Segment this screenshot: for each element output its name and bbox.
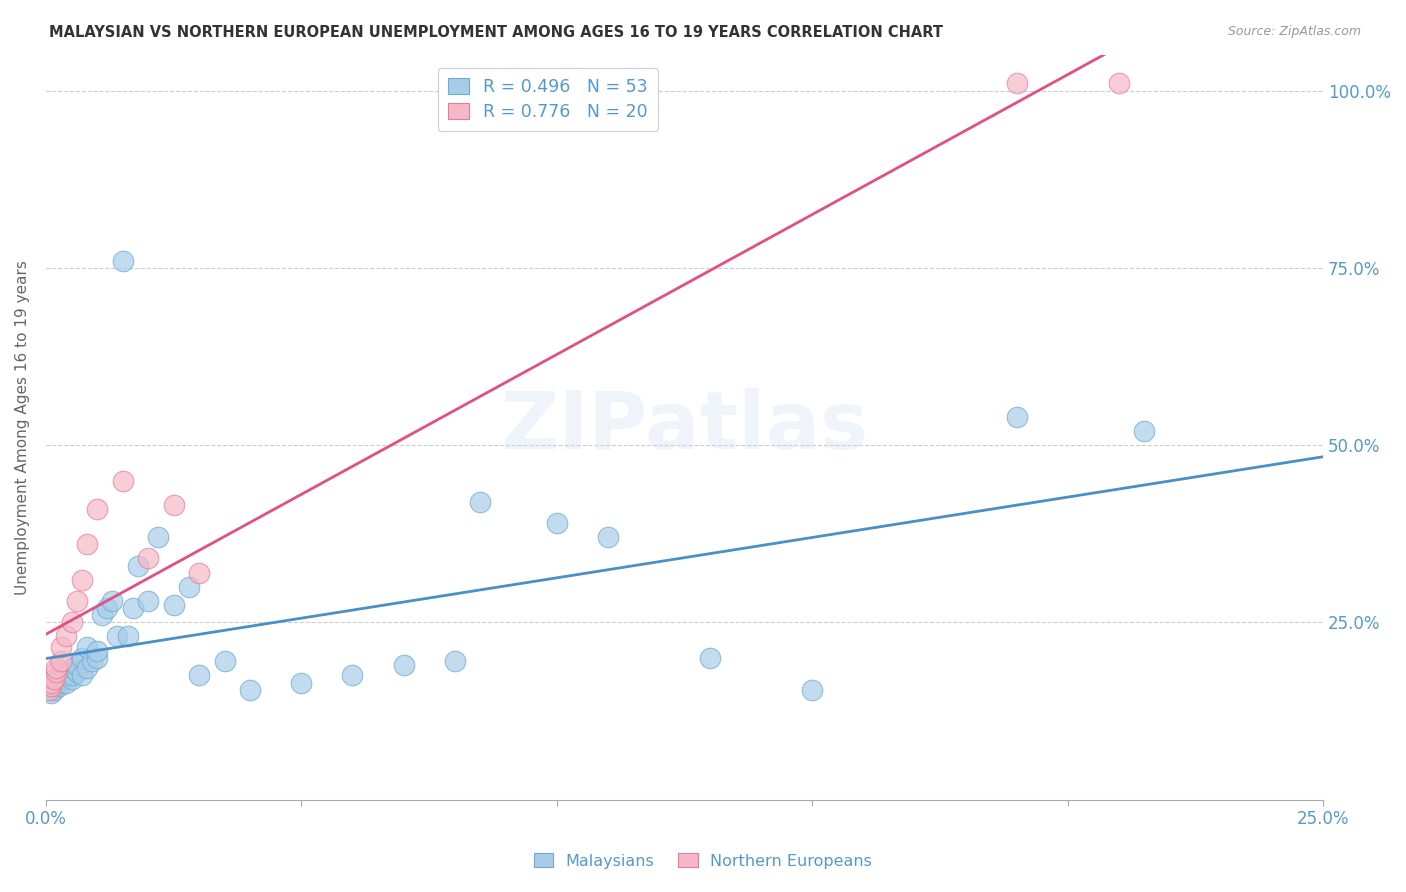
Point [39,675,62,690]
Text: MALAYSIAN VS NORTHERN EUROPEAN UNEMPLOYMENT AMONG AGES 16 TO 19 YEARS CORRELATIO: MALAYSIAN VS NORTHERN EUROPEAN UNEMPLOYM… [49,25,943,40]
Point [239,682,262,697]
Point [342,668,364,682]
Point [127,558,149,573]
Point [51,675,73,690]
Point [65,594,87,608]
Point [101,594,124,608]
Point [39,679,62,693]
Point [86,501,108,516]
Point [136,594,159,608]
Point [42,672,65,686]
Point [214,654,236,668]
Point [290,675,312,690]
Point [699,650,721,665]
Point [60,661,83,675]
Point [55,665,77,679]
Point [39,686,62,700]
Point [51,668,73,682]
Point [60,615,83,630]
Point [111,474,134,488]
Point [111,253,134,268]
Point [42,682,65,697]
Point [188,668,211,682]
Point [51,672,73,686]
Point [596,530,619,544]
Point [91,608,114,623]
Point [55,675,77,690]
Legend: Malaysians, Northern Europeans: Malaysians, Northern Europeans [527,847,879,875]
Point [86,643,108,657]
Point [546,516,568,530]
Point [163,498,186,512]
Point [42,675,65,690]
Point [117,630,139,644]
Point [163,598,186,612]
Point [1108,77,1130,91]
Point [45,672,67,686]
Point [45,679,67,693]
Text: ZIPatlas: ZIPatlas [501,388,869,467]
Point [136,551,159,566]
Point [45,661,67,675]
Point [177,580,200,594]
Point [45,665,67,679]
Point [38,682,60,697]
Point [470,495,492,509]
Point [60,668,83,682]
Point [70,573,93,587]
Point [801,682,824,697]
Point [70,668,93,682]
Point [65,657,87,672]
Point [51,640,73,654]
Point [76,640,98,654]
Text: Source: ZipAtlas.com: Source: ZipAtlas.com [1227,25,1361,38]
Point [45,675,67,690]
Point [76,537,98,551]
Point [55,668,77,682]
Point [38,682,60,697]
Point [443,654,465,668]
Y-axis label: Unemployment Among Ages 16 to 19 years: Unemployment Among Ages 16 to 19 years [15,260,30,595]
Legend: R = 0.496   N = 53, R = 0.776   N = 20: R = 0.496 N = 53, R = 0.776 N = 20 [437,68,658,131]
Point [96,601,118,615]
Point [1133,424,1156,438]
Point [60,672,83,686]
Point [51,654,73,668]
Point [1005,409,1028,424]
Point [48,679,70,693]
Point [70,650,93,665]
Point [392,657,415,672]
Point [65,665,87,679]
Point [39,679,62,693]
Point [148,530,170,544]
Point [80,654,103,668]
Point [107,630,129,644]
Point [121,601,143,615]
Point [86,650,108,665]
Point [76,661,98,675]
Point [1005,77,1028,91]
Point [55,630,77,644]
Point [188,566,211,580]
